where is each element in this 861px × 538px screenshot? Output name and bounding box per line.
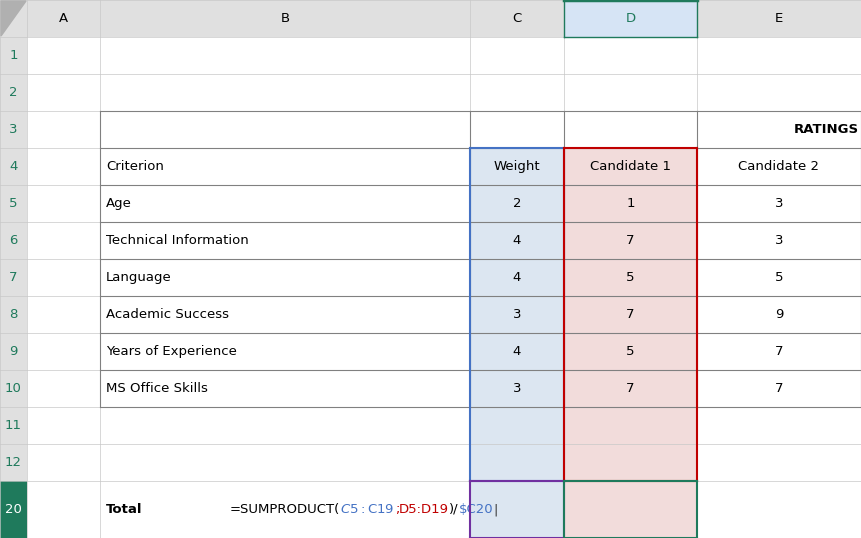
Text: Technical Information: Technical Information <box>106 234 249 247</box>
Bar <box>0 37 27 74</box>
Text: 7: 7 <box>9 271 18 284</box>
Text: B: B <box>281 12 289 25</box>
Bar <box>564 222 697 259</box>
Bar <box>0 222 27 259</box>
Text: 10: 10 <box>5 382 22 395</box>
Bar <box>564 148 697 185</box>
Text: 12: 12 <box>5 456 22 469</box>
Text: 3: 3 <box>775 197 784 210</box>
Bar <box>0 481 27 538</box>
Text: 7: 7 <box>626 234 635 247</box>
Polygon shape <box>1 1 26 36</box>
Text: 2: 2 <box>513 197 521 210</box>
Text: 7: 7 <box>626 308 635 321</box>
Text: $C20: $C20 <box>459 503 493 516</box>
Text: =SUMPRODUCT(: =SUMPRODUCT( <box>230 503 340 516</box>
Bar <box>564 481 697 538</box>
Text: Criterion: Criterion <box>106 160 164 173</box>
Text: 7: 7 <box>775 382 784 395</box>
Text: 1: 1 <box>626 197 635 210</box>
Text: 4: 4 <box>513 271 521 284</box>
Bar <box>0 74 27 111</box>
Text: E: E <box>775 12 784 25</box>
Text: A: A <box>59 12 68 25</box>
Bar <box>0 0 861 37</box>
Bar <box>564 444 697 481</box>
Text: 4: 4 <box>513 234 521 247</box>
Text: 4: 4 <box>513 345 521 358</box>
Text: D5:D19: D5:D19 <box>400 503 449 516</box>
Bar <box>470 370 564 407</box>
Bar <box>564 370 697 407</box>
Text: 6: 6 <box>9 234 18 247</box>
Bar <box>470 222 564 259</box>
Text: Age: Age <box>106 197 132 210</box>
Bar <box>470 333 564 370</box>
Bar <box>0 481 27 538</box>
Bar <box>0 148 27 185</box>
Text: ;: ; <box>394 503 400 516</box>
Bar <box>470 481 564 538</box>
Bar <box>0 259 27 296</box>
Text: Weight: Weight <box>493 160 541 173</box>
Text: Total: Total <box>106 503 143 516</box>
Bar <box>0 185 27 222</box>
Text: 3: 3 <box>513 308 521 321</box>
Text: 20: 20 <box>5 503 22 516</box>
Text: Years of Experience: Years of Experience <box>106 345 237 358</box>
Bar <box>564 333 697 370</box>
Text: 3: 3 <box>775 234 784 247</box>
Text: 3: 3 <box>9 123 18 136</box>
Bar <box>0 111 27 148</box>
Bar <box>470 185 564 222</box>
Text: Academic Success: Academic Success <box>106 308 229 321</box>
Text: 7: 7 <box>775 345 784 358</box>
Text: 7: 7 <box>626 382 635 395</box>
Text: 9: 9 <box>9 345 18 358</box>
Bar <box>470 296 564 333</box>
Text: C: C <box>512 12 522 25</box>
Text: RATINGS: RATINGS <box>794 123 859 136</box>
Bar <box>0 444 27 481</box>
Bar <box>470 444 564 481</box>
Text: |: | <box>493 503 498 516</box>
Bar <box>0 407 27 444</box>
Text: 8: 8 <box>9 308 18 321</box>
Text: 5: 5 <box>626 271 635 284</box>
Bar <box>0 333 27 370</box>
Text: Language: Language <box>106 271 171 284</box>
Text: 11: 11 <box>5 419 22 432</box>
Text: Candidate 1: Candidate 1 <box>590 160 671 173</box>
Bar <box>0 296 27 333</box>
Bar <box>564 185 697 222</box>
Text: 3: 3 <box>513 382 521 395</box>
Text: D: D <box>625 12 635 25</box>
Text: 1: 1 <box>9 49 18 62</box>
Text: Candidate 2: Candidate 2 <box>739 160 820 173</box>
Text: 2: 2 <box>9 86 18 99</box>
Text: MS Office Skills: MS Office Skills <box>106 382 208 395</box>
Text: 5: 5 <box>626 345 635 358</box>
Bar <box>470 259 564 296</box>
Bar <box>564 0 697 37</box>
Bar <box>470 148 564 185</box>
Bar <box>564 296 697 333</box>
Bar <box>564 407 697 444</box>
Text: 9: 9 <box>775 308 784 321</box>
Text: )/: )/ <box>449 503 459 516</box>
Text: 5: 5 <box>775 271 784 284</box>
Bar <box>470 407 564 444</box>
Bar <box>0 370 27 407</box>
Bar <box>564 259 697 296</box>
Text: 5: 5 <box>9 197 18 210</box>
Text: $C5:$C19: $C5:$C19 <box>340 503 394 516</box>
Text: 4: 4 <box>9 160 18 173</box>
